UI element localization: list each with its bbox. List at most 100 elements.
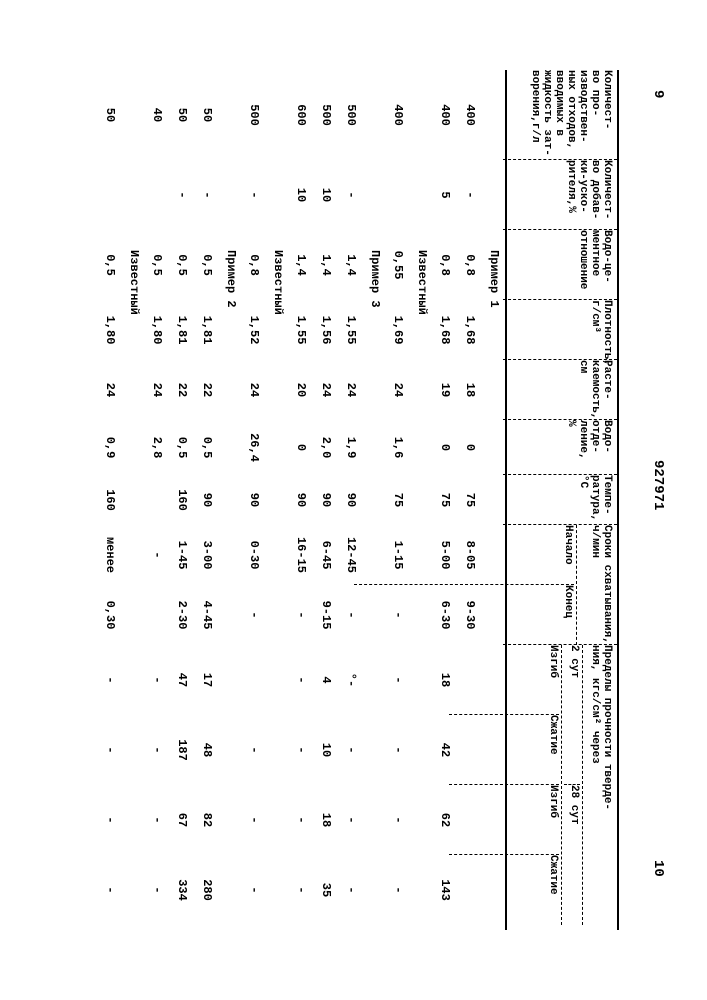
cell: - — [344, 585, 358, 645]
cell: 10 — [319, 160, 333, 230]
cell: 3-00 — [200, 525, 214, 585]
cell: 42 — [438, 715, 452, 785]
cell: 24 — [150, 360, 164, 420]
cell: - — [150, 855, 164, 925]
cell: 5-00 — [438, 525, 452, 585]
cell: 5 — [438, 160, 452, 230]
section-label-4: Пример 2 — [224, 250, 238, 308]
cell: 2,8 — [150, 420, 164, 475]
cell: 1-45 — [175, 525, 189, 585]
section-label-2: Пример 3 — [368, 250, 382, 308]
header-col-6: Темпе-ратура,°С — [503, 475, 617, 525]
header-col-5: Водо-отде-ление,% — [503, 420, 617, 475]
cell: 1,55 — [344, 300, 358, 360]
cell: - — [294, 715, 308, 785]
cell: 90 — [200, 475, 214, 525]
cell: 24 — [247, 360, 261, 420]
cell: 0,5 — [103, 230, 117, 300]
cell: 10 — [294, 160, 308, 230]
cell: 0,8 — [247, 230, 261, 300]
cell: - — [391, 645, 405, 715]
header-col-4: Расте-каемость,см — [503, 360, 617, 420]
cell: 22 — [200, 360, 214, 420]
cell: 0 — [294, 420, 308, 475]
cell: 82 — [200, 785, 214, 855]
document-number: 927971 — [650, 460, 666, 510]
cell: 1,9 — [344, 420, 358, 475]
cell: 90 — [247, 475, 261, 525]
cell: - — [103, 645, 117, 715]
cell: 500 — [319, 70, 333, 160]
cell: 1,52 — [247, 300, 261, 360]
section-label-0: Пример 1 — [487, 250, 501, 308]
cell: 90 — [294, 475, 308, 525]
cell: 17 — [200, 645, 214, 715]
section-label-5: Известный — [127, 250, 141, 315]
cell: - — [344, 785, 358, 855]
table-row: 4000,551,69241,6751-15----- — [386, 70, 411, 930]
table-row: 50-0,51,81220,5903-004-45174882280 — [195, 70, 220, 930]
cell: - — [463, 160, 477, 230]
cell: 0,55 — [391, 230, 405, 300]
cell: - — [247, 785, 261, 855]
cell: - — [150, 525, 164, 585]
header-group-setting: Сроки схватывания,ч/минНачалоКонец — [503, 525, 617, 645]
table-row: 400-0,81,68180758-059-30 — [458, 70, 483, 930]
cell: 16-15 — [294, 525, 308, 585]
cell: 1,4 — [294, 230, 308, 300]
cell: 0,8 — [438, 230, 452, 300]
table-row: 500101,41,56242,0906-459-154101835 — [314, 70, 339, 930]
cell: 75 — [391, 475, 405, 525]
cell: 1,6 — [391, 420, 405, 475]
cell: - — [391, 715, 405, 785]
section-row-0: Пример 1 — [483, 70, 505, 930]
cell: - — [294, 585, 308, 645]
cell: - — [103, 715, 117, 785]
cell: - — [150, 715, 164, 785]
cell: - — [294, 855, 308, 925]
section-row-5: Известный — [123, 70, 145, 930]
header-col-2: Водо-це-ментноеотношение — [503, 230, 617, 300]
cell: 0,5 — [150, 230, 164, 300]
cell: 143 — [438, 855, 452, 925]
cell: 90 — [319, 475, 333, 525]
cell: 2,0 — [319, 420, 333, 475]
cell: - — [175, 160, 189, 230]
cell: 600 — [294, 70, 308, 160]
cell: 500 — [247, 70, 261, 160]
cell: 0-30 — [247, 525, 261, 585]
cell: 47 — [175, 645, 189, 715]
cell: 0 — [438, 420, 452, 475]
cell: 4 — [319, 645, 333, 715]
cell: - — [150, 645, 164, 715]
section-row-3: Известный — [267, 70, 289, 930]
table-header: Количест-во про-изводствен-ных отходов,в… — [505, 70, 619, 930]
section-row-2: Пример 3 — [364, 70, 386, 930]
page-num-right: 10 — [650, 860, 666, 877]
cell: 48 — [200, 715, 214, 785]
table-row: 500,51,80240,9160менее0,30---- — [98, 70, 123, 930]
table-body: Пример 1400-0,81,68180758-059-3040050,81… — [98, 70, 505, 930]
cell: 40 — [150, 70, 164, 160]
cell: 4-45 — [200, 585, 214, 645]
cell: 1,69 — [391, 300, 405, 360]
cell: - — [344, 160, 358, 230]
header-col-1: Количест-во добав-ки-уско-рителя,% — [503, 160, 617, 230]
cell: - — [200, 160, 214, 230]
cell: 18 — [463, 360, 477, 420]
cell: 20 — [294, 360, 308, 420]
cell: 400 — [438, 70, 452, 160]
cell: 9-15 — [319, 585, 333, 645]
cell: 400 — [463, 70, 477, 160]
cell: 9-30 — [463, 585, 477, 645]
cell: 1,80 — [150, 300, 164, 360]
cell: 10 — [319, 715, 333, 785]
cell: 1,4 — [319, 230, 333, 300]
header-strength-period-1: 28 сут — [564, 785, 580, 925]
cell: 1,80 — [103, 300, 117, 360]
cell: - — [247, 715, 261, 785]
cell: 75 — [463, 475, 477, 525]
cell: 334 — [175, 855, 189, 925]
cell: 50 — [175, 70, 189, 160]
section-row-4: Пример 2 — [220, 70, 242, 930]
